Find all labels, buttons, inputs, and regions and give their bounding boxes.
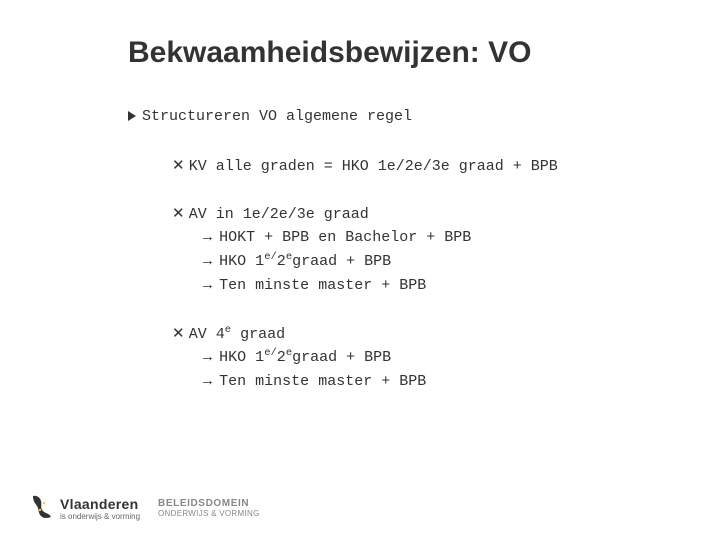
bullet-l2-3-text: AV 4e graad (189, 326, 285, 343)
x-icon: ✕ (172, 157, 189, 174)
bullet-l3-2-text: HKO 1e/2egraad + BPB (219, 253, 391, 270)
bullet-l3-1-text: HOKT + BPB en Bachelor + BPB (219, 229, 471, 246)
arrow-icon: → (200, 372, 219, 389)
beleidsdomein-logo: BELEIDSDOMEIN ONDERWIJS & VORMING (158, 498, 260, 518)
lion-icon (30, 494, 54, 522)
bullet-l3-4: → HKO 1e/2egraad + BPB (200, 348, 391, 366)
bullet-l3-4-text: HKO 1e/2egraad + BPB (219, 349, 391, 366)
footer: Vlaanderen is onderwijs & vorming BELEID… (30, 494, 260, 522)
bullet-l3-2: → HKO 1e/2egraad + BPB (200, 252, 391, 270)
vlaanderen-logo: Vlaanderen is onderwijs & vorming (30, 494, 140, 522)
bullet-l2-2: ✕ AV in 1e/2e/3e graad (172, 204, 369, 223)
x-icon: ✕ (172, 205, 189, 222)
bullet-l1-text: Structureren VO algemene regel (142, 108, 412, 125)
arrow-icon: → (200, 276, 219, 293)
arrow-icon: → (200, 348, 219, 365)
beleidsdomein-title: BELEIDSDOMEIN (158, 498, 260, 509)
bullet-l2-2-text: AV in 1e/2e/3e graad (189, 206, 369, 223)
bullet-l2-1: ✕ KV alle graden = HKO 1e/2e/3e graad + … (172, 156, 558, 175)
bullet-l1: Structureren VO algemene regel (128, 108, 412, 125)
x-icon: ✕ (172, 325, 189, 342)
bullet-l3-5: → Ten minste master + BPB (200, 372, 426, 390)
bullet-l3-5-text: Ten minste master + BPB (219, 373, 426, 390)
slide-title: Bekwaamheidsbewijzen: VO (128, 36, 531, 70)
bullet-l3-3: → Ten minste master + BPB (200, 276, 426, 294)
vlaanderen-sub: is onderwijs & vorming (60, 512, 140, 521)
bullet-l3-3-text: Ten minste master + BPB (219, 277, 426, 294)
triangle-icon (128, 111, 136, 121)
arrow-icon: → (200, 252, 219, 269)
arrow-icon: → (200, 228, 219, 245)
bullet-l2-1-text: KV alle graden = HKO 1e/2e/3e graad + BP… (189, 158, 558, 175)
bullet-l3-1: → HOKT + BPB en Bachelor + BPB (200, 228, 471, 246)
bullet-l2-3: ✕ AV 4e graad (172, 324, 285, 343)
beleidsdomein-sub: ONDERWIJS & VORMING (158, 509, 260, 518)
vlaanderen-title: Vlaanderen (60, 496, 140, 512)
